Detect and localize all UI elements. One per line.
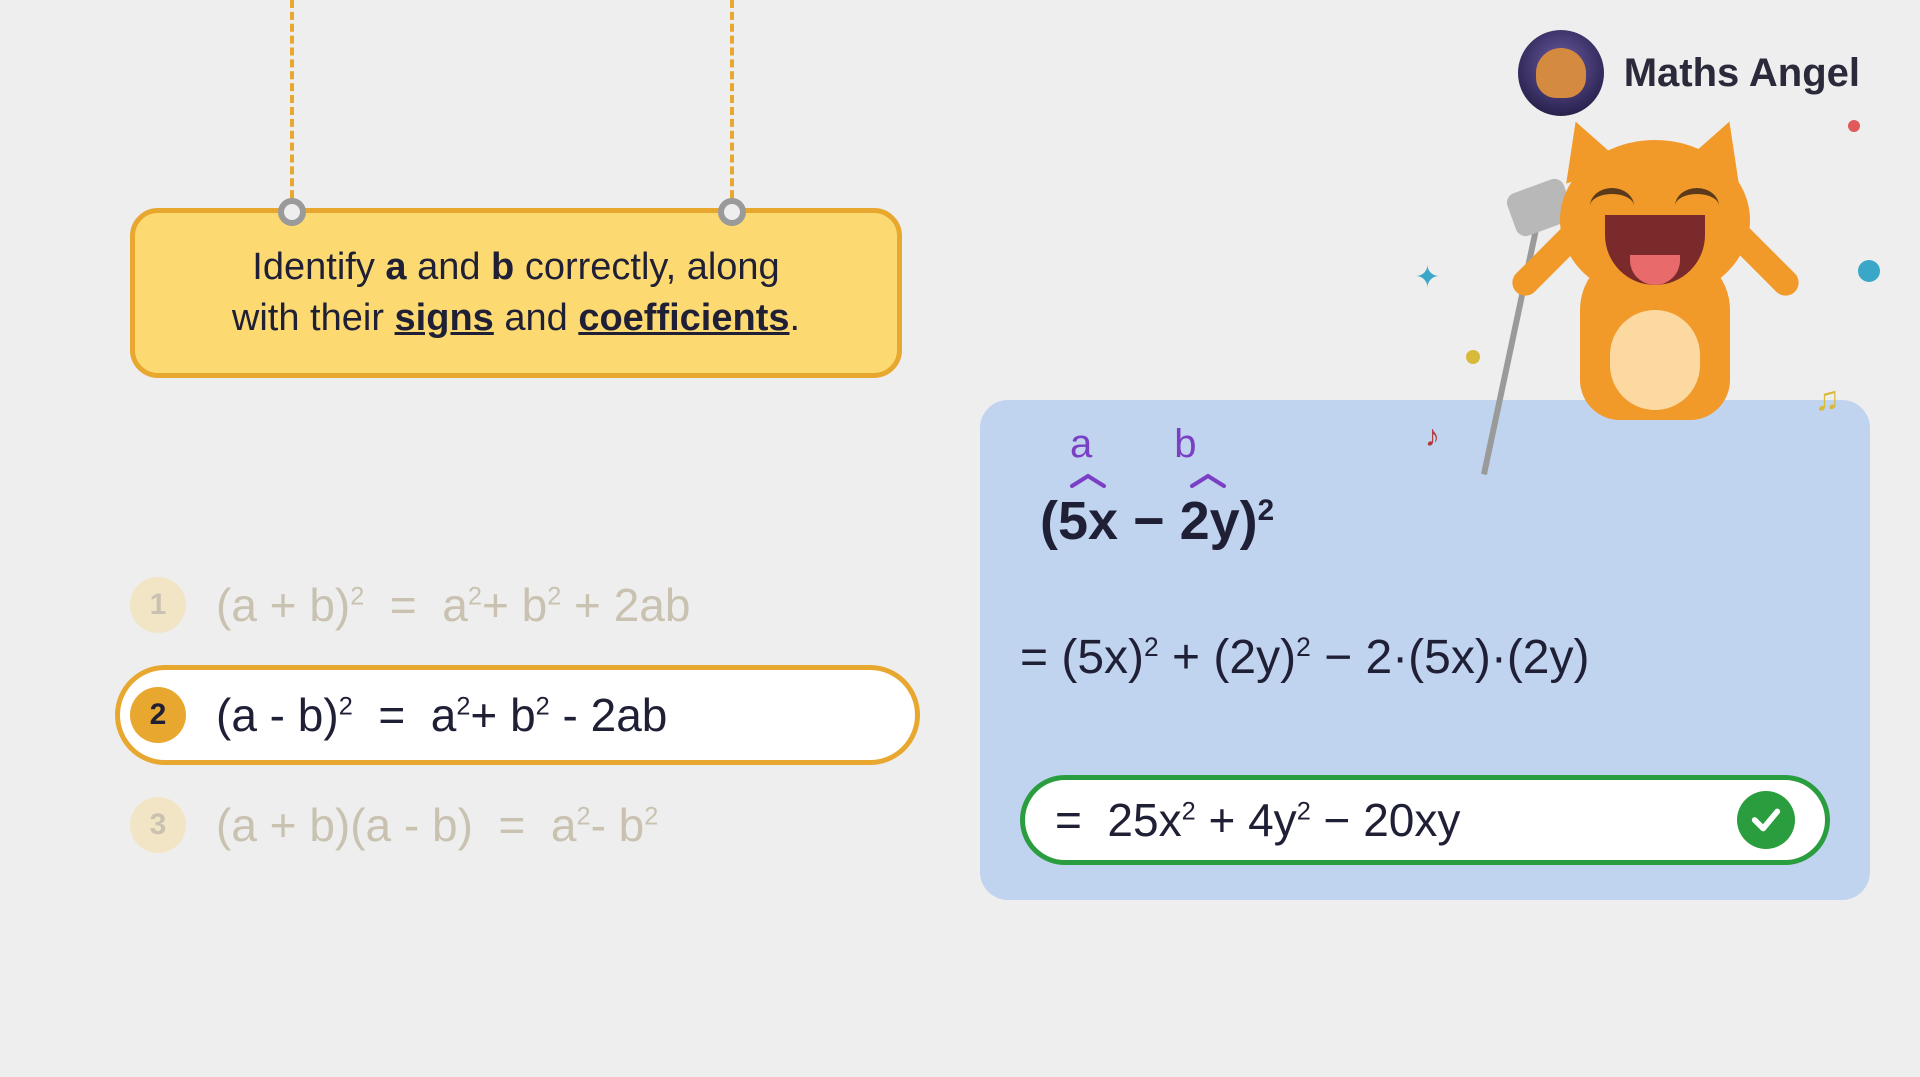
formula-num-3: 3 — [130, 797, 186, 853]
ring-left — [278, 198, 306, 226]
confetti-dot — [1858, 260, 1880, 282]
solution-expression-2: = (5x)2 + (2y)2 − 2·(5x)·(2y) — [1020, 630, 1589, 685]
label-a: a — [1070, 422, 1092, 467]
formula-row-3: 3 (a + b)(a - b) = a2- b2 — [130, 770, 890, 880]
formula-list: 1 (a + b)2 = a2+ b2 + 2ab 2 (a - b)2 = a… — [130, 550, 890, 880]
ab-labels: a b — [1070, 422, 1197, 467]
cat-belly — [1610, 310, 1700, 410]
formula-num-2: 2 — [130, 687, 186, 743]
caret-a — [1068, 472, 1108, 488]
solution-expression-1: (5x − 2y)2 — [1040, 490, 1274, 552]
formula-expr-3: (a + b)(a - b) = a2- b2 — [216, 798, 658, 852]
formula-row-1: 1 (a + b)2 = a2+ b2 + 2ab — [130, 550, 890, 660]
instruction-text: Identify a and b correctly, along with t… — [232, 242, 800, 345]
caret-b — [1188, 472, 1228, 488]
confetti-dot — [1848, 120, 1860, 132]
formula-row-2: 2 (a - b)2 = a2+ b2 - 2ab — [130, 660, 890, 770]
confetti-note: ♫ — [1815, 380, 1841, 419]
instruction-sign: Identify a and b correctly, along with t… — [130, 208, 902, 378]
formula-num-1: 1 — [130, 577, 186, 633]
label-b: b — [1174, 422, 1196, 467]
cat-mascot — [1500, 130, 1800, 440]
solution-panel: a b (5x − 2y)2 = (5x)2 + (2y)2 − 2·(5x)·… — [980, 400, 1870, 900]
brand-name: Maths Angel — [1624, 51, 1860, 96]
brand-logo-icon — [1518, 30, 1604, 116]
confetti-sparkle: ✦ — [1415, 260, 1440, 295]
confetti-dot — [1466, 350, 1480, 364]
ring-right — [718, 198, 746, 226]
confetti-note: ♪ — [1425, 420, 1440, 454]
string-left — [290, 0, 294, 210]
formula-expr-1: (a + b)2 = a2+ b2 + 2ab — [216, 578, 690, 632]
formula-expr-2: (a - b)2 = a2+ b2 - 2ab — [216, 688, 667, 742]
solution-result: = 25x2 + 4y2 − 20xy — [1020, 775, 1830, 865]
string-right — [730, 0, 734, 210]
brand-logo: Maths Angel — [1518, 30, 1860, 116]
check-icon — [1737, 791, 1795, 849]
solution-result-text: = 25x2 + 4y2 − 20xy — [1055, 793, 1717, 847]
